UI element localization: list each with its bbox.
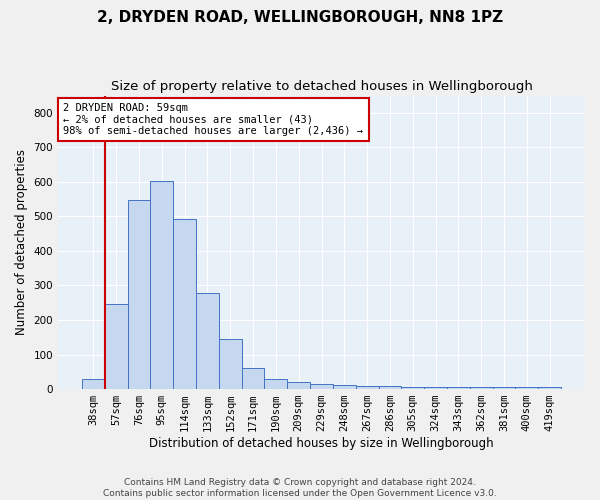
Bar [493,386,515,389]
Bar [333,385,356,389]
X-axis label: Distribution of detached houses by size in Wellingborough: Distribution of detached houses by size … [149,437,494,450]
Bar [151,181,173,389]
Text: Contains HM Land Registry data © Crown copyright and database right 2024.
Contai: Contains HM Land Registry data © Crown c… [103,478,497,498]
Bar [105,304,128,389]
Title: Size of property relative to detached houses in Wellingborough: Size of property relative to detached ho… [110,80,532,93]
Bar [424,386,447,389]
Bar [265,378,287,389]
Bar [538,388,561,389]
Y-axis label: Number of detached properties: Number of detached properties [15,150,28,336]
Text: 2 DRYDEN ROAD: 59sqm
← 2% of detached houses are smaller (43)
98% of semi-detach: 2 DRYDEN ROAD: 59sqm ← 2% of detached ho… [64,103,364,136]
Bar [242,368,265,389]
Bar [447,386,470,389]
Bar [219,339,242,389]
Bar [470,388,493,389]
Bar [287,382,310,389]
Bar [356,386,379,389]
Bar [515,388,538,389]
Bar [82,378,105,389]
Bar [128,200,151,389]
Bar [173,219,196,389]
Bar [196,293,219,389]
Bar [379,386,401,389]
Bar [401,386,424,389]
Text: 2, DRYDEN ROAD, WELLINGBOROUGH, NN8 1PZ: 2, DRYDEN ROAD, WELLINGBOROUGH, NN8 1PZ [97,10,503,25]
Bar [310,384,333,389]
